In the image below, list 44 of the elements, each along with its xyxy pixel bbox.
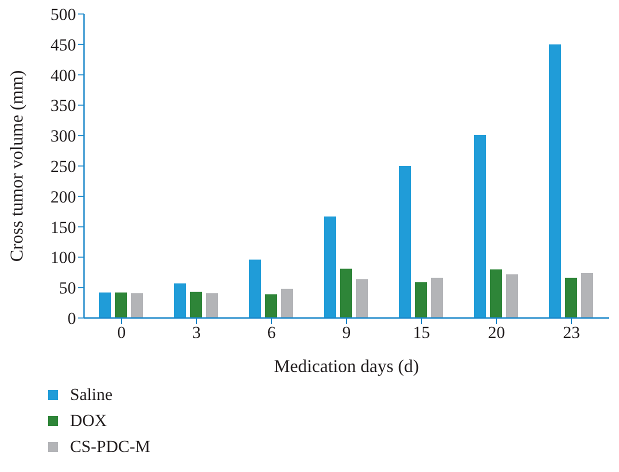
y-tick-label: 250 bbox=[50, 157, 76, 176]
x-axis-title: Medication days (d) bbox=[274, 356, 419, 376]
y-tick-label: 400 bbox=[50, 66, 76, 85]
bar bbox=[581, 273, 593, 318]
bar bbox=[115, 292, 127, 318]
legend-label: DOX bbox=[70, 411, 107, 431]
bar bbox=[565, 278, 577, 318]
y-tick-label: 200 bbox=[50, 187, 76, 206]
bar bbox=[399, 166, 411, 318]
y-tick-label: 350 bbox=[50, 96, 76, 116]
y-tick-label: 100 bbox=[50, 248, 76, 268]
bar bbox=[431, 278, 443, 318]
y-axis-title: Cross tumor volume (mm) bbox=[6, 70, 26, 262]
bar bbox=[490, 269, 502, 318]
x-tick-label: 23 bbox=[563, 323, 580, 342]
x-tick-label: 0 bbox=[117, 323, 126, 342]
y-tick-label: 450 bbox=[50, 35, 76, 54]
bar bbox=[415, 282, 427, 318]
bar bbox=[190, 292, 202, 318]
x-tick-label: 3 bbox=[192, 323, 201, 342]
x-tick-label: 6 bbox=[267, 323, 276, 342]
x-tick-label: 20 bbox=[488, 323, 505, 342]
x-tick-label: 15 bbox=[413, 323, 430, 342]
bar bbox=[131, 293, 143, 318]
bar bbox=[474, 134, 486, 318]
bar bbox=[174, 283, 186, 318]
y-tick-label: 300 bbox=[50, 126, 76, 146]
legend-label: CS-PDC-M bbox=[70, 437, 150, 457]
y-tick-label: 500 bbox=[50, 5, 76, 24]
bar bbox=[281, 288, 293, 318]
x-tick-label: 9 bbox=[342, 323, 351, 342]
bar bbox=[356, 279, 368, 318]
bar bbox=[99, 292, 111, 318]
bar bbox=[206, 293, 218, 318]
bar bbox=[506, 274, 518, 318]
bar bbox=[249, 260, 261, 318]
y-tick-label: 0 bbox=[68, 309, 76, 328]
legend-label: Saline bbox=[70, 385, 112, 405]
bar bbox=[265, 294, 277, 318]
bar bbox=[549, 44, 561, 318]
bar bbox=[324, 216, 336, 318]
y-tick-label: 50 bbox=[59, 278, 76, 298]
bar bbox=[340, 268, 352, 318]
y-tick-label: 150 bbox=[50, 218, 76, 237]
